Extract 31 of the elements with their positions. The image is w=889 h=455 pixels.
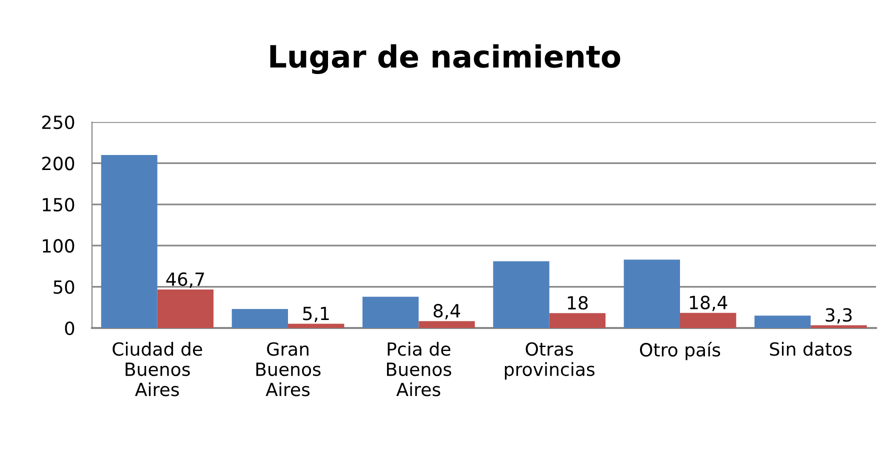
y-tick-label: 150 [42, 198, 74, 212]
bar [493, 261, 550, 328]
y-tick-label: 100 [42, 239, 74, 253]
bar [157, 290, 214, 328]
y-tick-label: 50 [54, 280, 74, 294]
x-tick-label: Gran Buenos Aires [256, 342, 321, 396]
data-label: 3,3 [826, 308, 852, 324]
bar [362, 296, 419, 328]
bar [680, 312, 736, 328]
data-label: 8,4 [434, 304, 460, 320]
bar [810, 325, 867, 328]
chart-title: Lugar de nacimiento [270, 44, 620, 74]
data-label: 46,7 [166, 272, 204, 288]
y-tick-label: 200 [42, 156, 74, 170]
bar [418, 321, 475, 328]
x-tick-label: Otras provincias [504, 342, 594, 380]
bar [754, 316, 811, 328]
bar [101, 154, 158, 328]
bar [288, 324, 344, 328]
y-tick-label: 250 [42, 115, 74, 130]
x-tick-label: Otro país [640, 342, 720, 360]
data-label: 18 [568, 296, 588, 310]
x-tick-label: Sin datos [770, 342, 852, 356]
x-tick-label: Ciudad de Buenos Aires [112, 342, 202, 396]
y-tick-label: 0 [65, 321, 74, 336]
bar [549, 313, 606, 328]
data-label: 18,4 [690, 296, 728, 312]
bar [232, 309, 288, 328]
data-label: 5,1 [303, 306, 329, 322]
x-tick-label: Pcia de Buenos Aires [387, 342, 452, 396]
bar [624, 260, 680, 328]
